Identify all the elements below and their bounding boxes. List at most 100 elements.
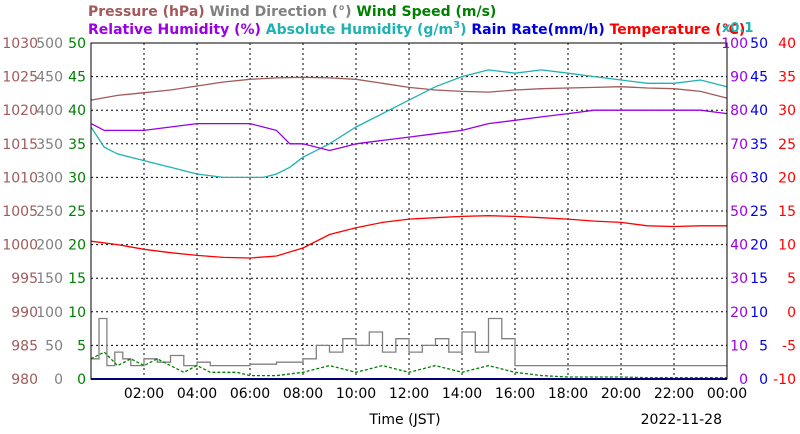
wind_direction-tick-label: 300 [36, 170, 63, 186]
pressure-tick-label: 995 [11, 271, 38, 287]
x-tick-label: 06:00 [230, 386, 270, 402]
legend-entry-relative_humidity: Relative Humidity (%) [88, 22, 261, 38]
wind_direction-tick-label: 450 [36, 70, 63, 86]
wind_direction-tick-label: 200 [36, 238, 63, 254]
temperature-tick-label: 10 [778, 238, 796, 254]
temperature-tick-label: 30 [778, 103, 796, 119]
legend: Pressure (hPa) Wind Direction (°) Wind S… [88, 4, 753, 38]
relative_humidity-tick-label: 60 [730, 170, 748, 186]
legend-row: Relative Humidity (%) Absolute Humidity … [88, 20, 745, 38]
x-tick-label: 02:00 [124, 386, 164, 402]
pressure-tick-label: 1015 [2, 137, 38, 153]
x-tick-label: 08:00 [283, 386, 323, 402]
wind_direction-tick-label: 100 [36, 305, 63, 321]
series-temperature [90, 215, 727, 259]
wind_speed-tick-label: 25 [68, 204, 86, 220]
x-tick-label: 04:00 [177, 386, 217, 402]
relative_humidity-tick-label: 70 [730, 137, 748, 153]
wind_speed-tick-label: 40 [68, 103, 86, 119]
relative_humidity-tick-label: 10 [730, 338, 748, 354]
legend-suffix: ) [460, 22, 466, 38]
legend-entry-wind_direction: Wind Direction (°) [205, 4, 352, 20]
pressure-tick-label: 990 [11, 305, 38, 321]
x-tick-label: 14:00 [442, 386, 482, 402]
relative_humidity-tick-label: 90 [730, 70, 748, 86]
legend-entry-absolute_humidity: Absolute Humidity (g/m [261, 22, 453, 38]
relative_humidity-tick-label: 0 [739, 372, 748, 388]
temperature-tick-label: -5 [782, 338, 796, 354]
temperature-tick-label: 25 [778, 137, 796, 153]
temperature-tick-label: 0 [787, 305, 796, 321]
wind_speed-tick-label: 20 [68, 238, 86, 254]
wind_direction-tick-label: 400 [36, 103, 63, 119]
legend-entry-temperature: Temperature (°C) [605, 22, 746, 38]
relative_humidity-tick-label: 80 [730, 103, 748, 119]
temperature-tick-label: -10 [773, 372, 796, 388]
temperature-tick-label: 35 [778, 70, 796, 86]
y-axes: 1030102510201015101010051000995990985980… [2, 36, 796, 388]
pressure-tick-label: 985 [11, 338, 38, 354]
wind_speed-tick-label: 35 [68, 137, 86, 153]
pressure-tick-label: 1005 [2, 204, 38, 220]
x-tick-label: 20:00 [601, 386, 641, 402]
series-absolute_humidity [90, 69, 728, 179]
wind_speed-tick-label: 30 [68, 170, 86, 186]
rain_rate-tick-label: 30 [750, 170, 768, 186]
legend-entry-wind_speed: Wind Speed (m/s) [352, 4, 497, 20]
series-relative_humidity [90, 109, 728, 152]
wind_direction-tick-label: 50 [45, 338, 63, 354]
rain_rate-tick-label: 15 [750, 271, 768, 287]
legend-entry-rain_rate: Rain Rate(mm/h) [467, 22, 605, 38]
wind_direction-tick-label: 150 [36, 271, 63, 287]
wind_speed-tick-label: 10 [68, 305, 86, 321]
rain_rate-tick-label: 10 [750, 305, 768, 321]
wind_direction-tick-label: 0 [54, 372, 63, 388]
pressure-tick-label: 980 [11, 372, 38, 388]
relative_humidity-tick-label: 20 [730, 305, 748, 321]
x-tick-label: 00:00 [707, 386, 747, 402]
rain_rate-tick-label: 40 [750, 103, 768, 119]
rain_rate-tick-label: 25 [750, 204, 768, 220]
pressure-tick-label: 1030 [2, 36, 38, 52]
pressure-tick-label: 1000 [2, 238, 38, 254]
x-axis: 02:00 04:00 06:00 08:00 10:00 12:00 14:00 16:00… [124, 386, 747, 428]
rain-multiplier-label: x0.1 [722, 21, 753, 36]
temperature-tick-label: 15 [778, 204, 796, 220]
wind_direction-tick-label: 350 [36, 137, 63, 153]
temperature-tick-label: 5 [787, 271, 796, 287]
relative_humidity-tick-label: 30 [730, 271, 748, 287]
wind_speed-tick-label: 15 [68, 271, 86, 287]
rain_rate-tick-label: 35 [750, 137, 768, 153]
x-tick-label: 18:00 [548, 386, 588, 402]
pressure-tick-label: 1025 [2, 70, 38, 86]
temperature-tick-label: 40 [778, 36, 796, 52]
legend-superscript: 3 [453, 20, 460, 31]
temperature-tick-label: 20 [778, 170, 796, 186]
rain_rate-tick-label: 0 [759, 372, 768, 388]
x-tick-label: 10:00 [336, 386, 376, 402]
pressure-tick-label: 1020 [2, 103, 38, 119]
pressure-tick-label: 1010 [2, 170, 38, 186]
x-tick-label: 16:00 [495, 386, 535, 402]
relative_humidity-tick-label: 40 [730, 238, 748, 254]
x-tick-label: 12:00 [389, 386, 429, 402]
grid [91, 43, 727, 379]
rain_rate-tick-label: 45 [750, 70, 768, 86]
rain_rate-tick-label: 5 [759, 338, 768, 354]
series-pressure [90, 76, 728, 101]
wind_speed-tick-label: 0 [77, 372, 86, 388]
relative_humidity-tick-label: 50 [730, 204, 748, 220]
wind_speed-tick-label: 5 [77, 338, 86, 354]
wind_direction-tick-label: 500 [36, 36, 63, 52]
legend-row: Pressure (hPa) Wind Direction (°) Wind S… [88, 4, 496, 20]
wind_direction-tick-label: 250 [36, 204, 63, 220]
legend-entry-pressure: Pressure (hPa) [88, 4, 205, 20]
x-tick-label: 22:00 [654, 386, 694, 402]
wind_speed-tick-label: 50 [68, 36, 86, 52]
series-wind_direction [91, 317, 727, 367]
rain_rate-tick-label: 20 [750, 238, 768, 254]
wind_speed-tick-label: 45 [68, 70, 86, 86]
rain_rate-tick-label: 50 [750, 36, 768, 52]
plot-frame [90, 42, 728, 380]
